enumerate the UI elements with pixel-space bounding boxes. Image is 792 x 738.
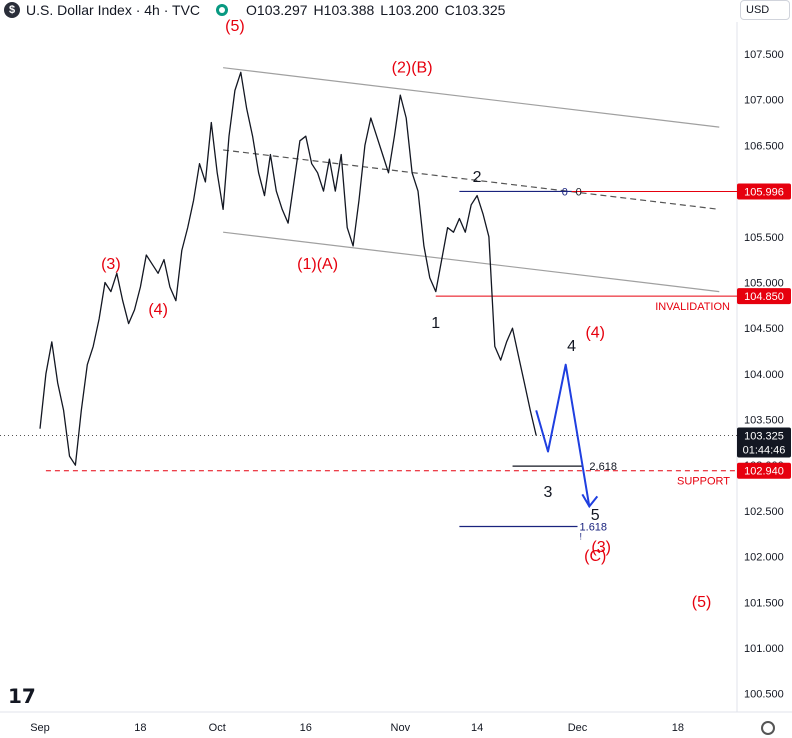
last-price-tag: [737, 427, 791, 458]
wave-label-red: (3): [591, 539, 611, 556]
wave-label-red: (1)(A): [297, 256, 338, 273]
y-tick-label: 102.500: [744, 506, 784, 518]
channel-upper-line: [223, 67, 720, 128]
x-tick-label: Sep: [30, 722, 50, 734]
tradingview-logo-icon: 𝟭𝟳: [8, 686, 36, 708]
y-tick-label: 103.500: [744, 415, 784, 427]
wave-label-red: (4): [585, 324, 605, 341]
y-tick-label: 104.000: [744, 369, 784, 381]
wave-label-red: (C): [584, 548, 606, 565]
support-label: SUPPORT: [677, 476, 730, 488]
price-tag-label: 104.850: [744, 291, 784, 303]
wave-label-black: 5: [591, 507, 600, 524]
y-tick-label: 105.500: [744, 232, 784, 244]
price-tag-label: 102.940: [744, 466, 784, 478]
x-tick-label: 14: [471, 722, 483, 734]
wave-label-black: 2: [473, 169, 482, 186]
last-price-label: 103.325: [744, 431, 784, 443]
market-status-icon: [216, 4, 229, 16]
dollar-symbol-icon: $: [4, 2, 20, 18]
y-tick-label: 100.500: [744, 689, 784, 701]
fib-1618-label: 1.618: [580, 521, 608, 533]
y-tick-label: 102.000: [744, 552, 784, 564]
fib-marker-glyph: !: [580, 531, 583, 541]
currency-selector[interactable]: USD: [740, 0, 790, 20]
wave-label-red: (3): [101, 256, 121, 273]
wave-label-red: (5): [225, 18, 245, 35]
x-tick-label: Nov: [391, 722, 411, 734]
price-tag: [737, 288, 791, 305]
x-tick-label: Dec: [568, 722, 588, 734]
y-tick-label: 101.500: [744, 597, 784, 609]
chart-header: $ U.S. Dollar Index · 4h · TVC O103.297 H…: [0, 0, 511, 20]
y-tick-label: 107.000: [744, 95, 784, 107]
wave-label-red: (5): [692, 594, 712, 611]
y-tick-label: 106.500: [744, 140, 784, 152]
projection-arrowhead: [581, 493, 599, 509]
invalidation-label: INVALIDATION: [655, 301, 730, 313]
wave-label-black: 3: [544, 484, 553, 501]
y-tick-label: 104.500: [744, 323, 784, 335]
open-value: 103.297: [256, 2, 308, 18]
ohlc-readout: O103.297 H103.388 L103.200 C103.325: [246, 2, 511, 18]
projection-path: [535, 363, 591, 507]
low-value: 103.200: [388, 2, 439, 18]
settings-gear-icon[interactable]: [761, 721, 775, 735]
x-tick-label: 16: [300, 722, 312, 734]
x-tick-label: 18: [134, 722, 146, 734]
fib-2618-label: 2.618: [589, 461, 617, 473]
high-value: 103.388: [323, 2, 375, 18]
wave-label-black: 4: [567, 338, 576, 355]
wave-label-black: 1: [431, 315, 440, 332]
price-tag-label: 105.996: [744, 186, 784, 198]
channel-lower-line: [223, 231, 720, 293]
high-label: H: [313, 2, 324, 18]
wave-label-red: (4): [148, 301, 168, 318]
y-tick-label: 105.000: [744, 277, 784, 289]
x-tick-label: 18: [672, 722, 684, 734]
wave-label-red: (2)(B): [392, 59, 433, 76]
close-label: C: [444, 2, 455, 18]
y-tick-label: 101.000: [744, 643, 784, 655]
price-tag: [737, 462, 791, 479]
fib-zero-label-blue: 0: [562, 186, 568, 198]
open-label: O: [246, 2, 257, 18]
channel-mid-dashed-line: [223, 149, 720, 210]
y-tick-label: 107.500: [744, 49, 784, 61]
price-series-line[interactable]: [39, 71, 537, 466]
bar-countdown-label: 01:44:46: [743, 445, 786, 457]
symbol-title[interactable]: U.S. Dollar Index · 4h · TVC: [26, 2, 201, 18]
x-tick-label: Oct: [209, 722, 226, 734]
fib-zero-label: 0: [576, 186, 582, 198]
close-value: 103.325: [454, 2, 506, 18]
price-tag: [737, 183, 791, 200]
low-label: L: [380, 2, 389, 18]
